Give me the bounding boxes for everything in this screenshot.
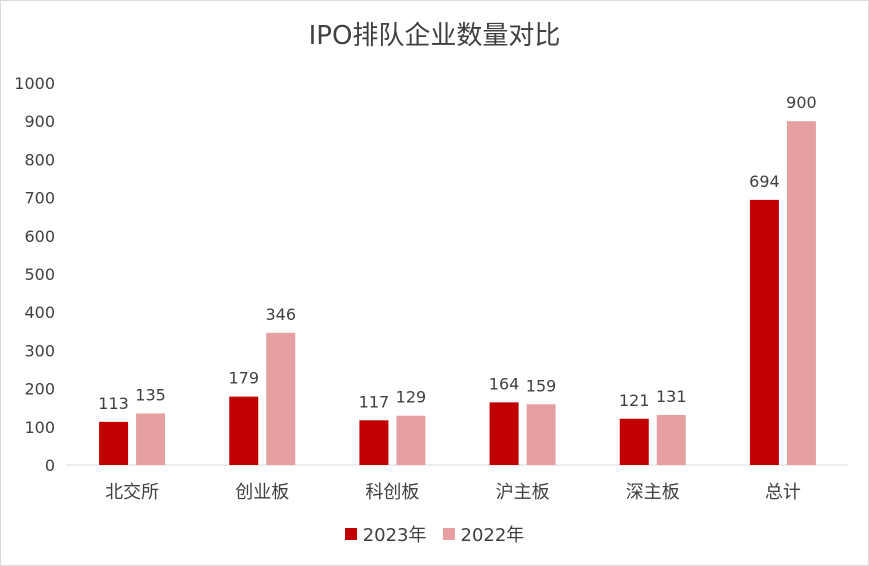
data-label: 129 — [396, 388, 427, 407]
x-tick-label: 科创板 — [365, 482, 419, 503]
bar — [619, 418, 649, 465]
bar — [136, 413, 166, 465]
x-tick-label: 总计 — [765, 482, 801, 503]
y-tick-label: 1000 — [14, 74, 55, 93]
bar — [656, 414, 686, 465]
bar — [229, 396, 259, 465]
data-label: 131 — [656, 387, 687, 406]
legend: 2023年 2022年 — [1, 521, 868, 547]
legend-label-2023: 2023年 — [362, 525, 427, 546]
data-label: 121 — [619, 391, 650, 410]
legend-item-2022: 2022年 — [442, 521, 525, 547]
y-tick-label: 0 — [45, 456, 55, 475]
data-label: 117 — [359, 392, 390, 411]
data-label: 694 — [749, 172, 780, 191]
x-tick-label: 沪主板 — [496, 482, 550, 503]
data-label: 900 — [786, 93, 817, 112]
bar — [489, 402, 519, 465]
y-tick-label: 200 — [24, 380, 55, 399]
x-tick-label: 深主板 — [626, 482, 680, 503]
y-tick-label: 800 — [24, 150, 55, 169]
y-tick-label: 300 — [24, 341, 55, 360]
y-tick-label: 700 — [24, 189, 55, 208]
data-label: 179 — [228, 369, 259, 388]
legend-swatch-2023 — [344, 528, 357, 540]
bar — [526, 404, 556, 465]
bar — [359, 420, 389, 465]
bar — [786, 121, 816, 465]
data-label: 346 — [265, 305, 296, 324]
data-label: 135 — [135, 385, 166, 404]
bar — [99, 421, 129, 465]
data-label: 164 — [489, 374, 520, 393]
y-tick-label: 500 — [24, 265, 55, 284]
y-tick-label: 600 — [24, 227, 55, 246]
bar — [396, 415, 426, 465]
legend-label-2022: 2022年 — [460, 525, 525, 546]
data-label: 159 — [526, 376, 557, 395]
chart-title: IPO排队企业数量对比 — [308, 21, 561, 51]
bar — [749, 199, 779, 465]
bar — [266, 332, 296, 465]
data-label: 113 — [98, 394, 129, 413]
x-tick-label: 创业板 — [235, 482, 289, 503]
y-tick-label: 100 — [24, 418, 55, 437]
legend-item-2023: 2023年 — [344, 521, 427, 547]
legend-swatch-2022 — [442, 528, 455, 540]
y-tick-label: 900 — [24, 112, 55, 131]
x-tick-label: 北交所 — [105, 482, 159, 503]
y-tick-label: 400 — [24, 303, 55, 322]
